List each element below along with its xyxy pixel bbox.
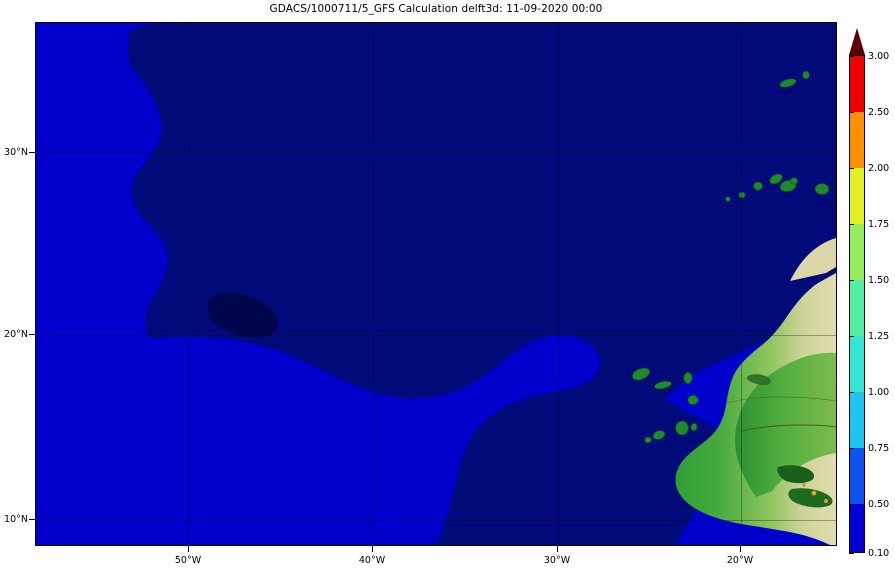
map-axes[interactable]	[35, 22, 837, 546]
colorbar-band-1.25-1.50	[850, 280, 864, 336]
madeira-islands	[779, 70, 810, 88]
xtick-50w	[188, 546, 189, 552]
colorbar-gradient	[849, 55, 865, 553]
ytick-label-20n: 20°N	[4, 329, 28, 340]
ytick-10n	[29, 519, 35, 520]
colorbar-label-1.00: 1.00	[868, 387, 890, 398]
gridline-lat-10n	[36, 520, 836, 521]
colorbar-label-0.10: 0.10	[868, 548, 890, 559]
colorbar-tick-2.00	[849, 168, 854, 169]
colorbar-band-0.10-0.50	[850, 504, 864, 552]
gridline-lon-50w	[189, 23, 190, 545]
colorbar-band-0.75-1.00	[850, 392, 864, 448]
gridline-lon-20w	[741, 23, 742, 545]
colorbar-tick-2.50	[849, 112, 854, 113]
colorbar-label-1.25: 1.25	[868, 331, 890, 342]
colorbar-tick-0.10	[849, 553, 854, 554]
land-terrain-layer	[632, 70, 836, 545]
colorbar-tick-0.75	[849, 448, 854, 449]
xtick-label-20w: 20°W	[726, 555, 754, 566]
xtick-label-40w: 40°W	[358, 555, 386, 566]
xtick-label-30w: 30°W	[543, 555, 571, 566]
colorbar-tick-1.25	[849, 336, 854, 337]
ytick-label-10n: 10°N	[4, 514, 28, 525]
colorbar-tick-1.00	[849, 392, 854, 393]
colorbar-label-1.50: 1.50	[868, 275, 890, 286]
map-plot-area	[36, 23, 836, 545]
canary-islands	[725, 173, 830, 202]
xtick-20w	[740, 546, 741, 552]
colorbar-band-0.50-0.75	[850, 448, 864, 504]
colorbar-band-2.50-3.00	[850, 56, 864, 112]
colorbar-band-2.00-2.50	[850, 112, 864, 168]
colorbar-label-1.75: 1.75	[868, 219, 890, 230]
colorbar-tick-0.50	[849, 504, 854, 505]
gridline-lon-40w	[373, 23, 374, 545]
xtick-40w	[372, 546, 373, 552]
gridline-lat-30n	[36, 153, 836, 154]
colorbar-label-0.50: 0.50	[868, 499, 890, 510]
colorbar-tick-3.00	[849, 56, 854, 57]
page-title: GDACS/1000711/5_GFS Calculation delft3d:…	[269, 3, 603, 15]
cape-verde-islands	[632, 367, 699, 444]
colorbar-label-0.75: 0.75	[868, 443, 890, 454]
colorbar-label-3.00: 3.00	[868, 51, 890, 62]
colorbar-label-2.00: 2.00	[868, 163, 890, 174]
xtick-label-50w: 50°W	[174, 555, 202, 566]
colorbar-extend-arrow	[849, 28, 865, 55]
colorbar-tick-1.75	[849, 224, 854, 225]
colorbar-band-1.50-1.75	[850, 224, 864, 280]
colorbar-tick-1.50	[849, 280, 854, 281]
xtick-30w	[557, 546, 558, 552]
gridline-lon-30w	[558, 23, 559, 545]
colorbar-band-1.00-1.25	[850, 336, 864, 392]
colorbar[interactable]	[849, 28, 865, 553]
ytick-20n	[29, 334, 35, 335]
colorbar-label-2.50: 2.50	[868, 107, 890, 118]
ytick-label-30n: 30°N	[4, 147, 28, 158]
colorbar-band-1.75-2.00	[850, 168, 864, 224]
ytick-30n	[29, 152, 35, 153]
gridline-lat-20n	[36, 335, 836, 336]
